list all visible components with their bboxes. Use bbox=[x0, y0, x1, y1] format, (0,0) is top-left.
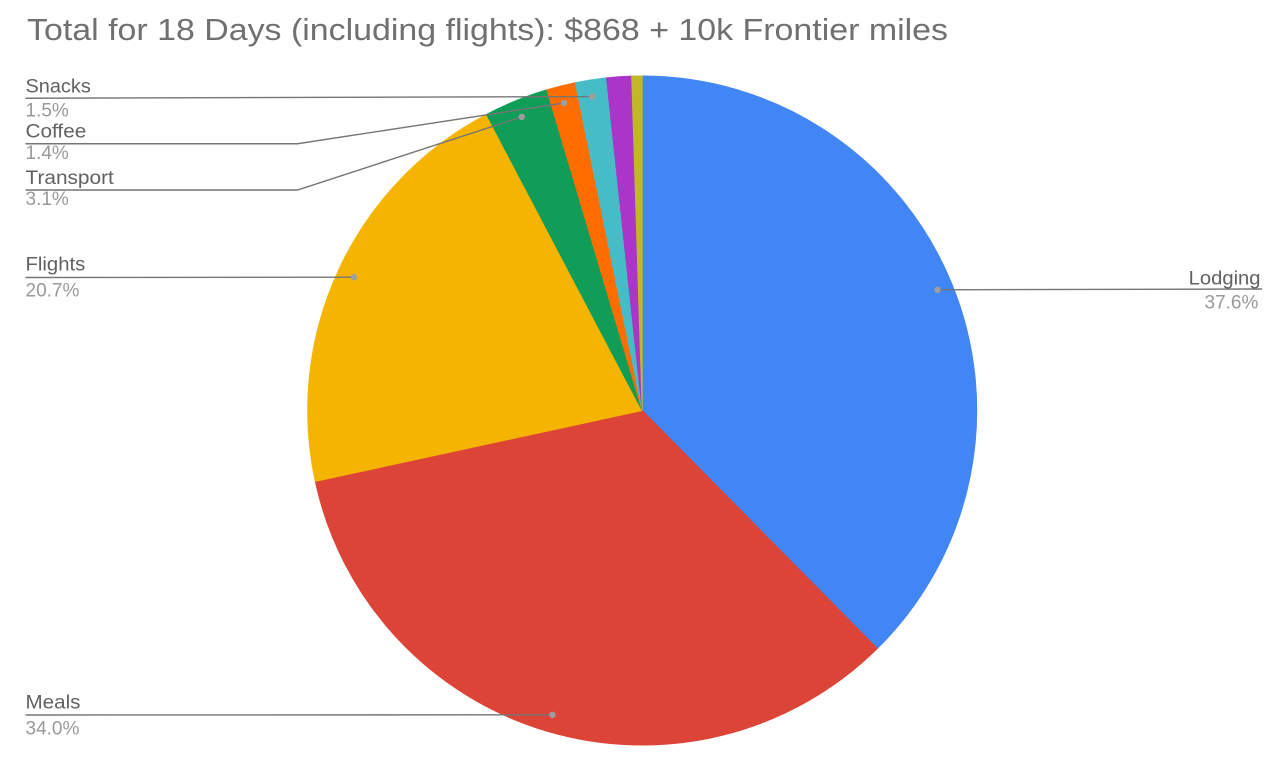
svg-text:20.7%: 20.7% bbox=[26, 280, 80, 301]
svg-text:3.1%: 3.1% bbox=[26, 189, 69, 210]
svg-text:Meals: Meals bbox=[26, 693, 81, 714]
svg-text:Total for 18 Days (including f: Total for 18 Days (including flights): $… bbox=[27, 12, 948, 47]
svg-text:1.4%: 1.4% bbox=[26, 143, 69, 164]
svg-text:Flights: Flights bbox=[26, 255, 86, 276]
svg-text:37.6%: 37.6% bbox=[1205, 293, 1259, 314]
svg-text:Snacks: Snacks bbox=[26, 77, 91, 98]
svg-text:Lodging: Lodging bbox=[1189, 269, 1261, 290]
svg-text:Transport: Transport bbox=[26, 168, 115, 189]
svg-text:1.5%: 1.5% bbox=[26, 100, 69, 121]
svg-text:Coffee: Coffee bbox=[26, 122, 87, 143]
svg-text:34.0%: 34.0% bbox=[26, 718, 80, 739]
